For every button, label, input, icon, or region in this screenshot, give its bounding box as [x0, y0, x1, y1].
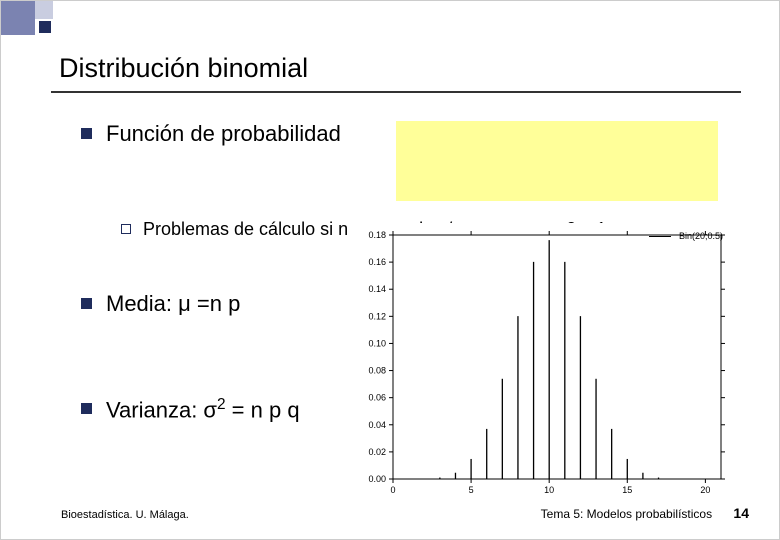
- svg-text:0.18: 0.18: [368, 230, 386, 240]
- svg-text:0.00: 0.00: [368, 474, 386, 484]
- svg-text:0.04: 0.04: [368, 420, 386, 430]
- varianza-pre: Varianza: σ: [106, 397, 217, 422]
- svg-text:5: 5: [469, 485, 474, 495]
- varianza-sup: 2: [217, 396, 226, 413]
- bullet-varianza: Varianza: σ2 = n p q: [81, 396, 300, 423]
- svg-text:10: 10: [544, 485, 554, 495]
- svg-text:0.10: 0.10: [368, 338, 386, 348]
- footer-right: Tema 5: Modelos probabilísticos 14: [541, 505, 749, 521]
- bullet-square-icon: [81, 128, 92, 139]
- svg-text:0: 0: [390, 485, 395, 495]
- bullet-square-icon: [81, 298, 92, 309]
- binomial-chart: 0.00 0.02 0.04 0.06 0.08 0.10 0.12 0.14 0.16 0.18…: [351, 223, 731, 503]
- varianza-post: = n p q: [226, 397, 300, 422]
- footer-theme: Tema 5: Modelos probabilísticos: [541, 507, 712, 521]
- svg-text:0.16: 0.16: [368, 257, 386, 267]
- formula-placeholder: [396, 121, 718, 201]
- chart-legend-line: [649, 236, 671, 237]
- slide-title: Distribución binomial: [59, 53, 308, 84]
- svg-text:0.06: 0.06: [368, 393, 386, 403]
- deco-box: [1, 1, 35, 35]
- bullet-text: Media: μ =n p: [106, 291, 240, 317]
- svg-text:0.14: 0.14: [368, 284, 386, 294]
- deco-box: [35, 1, 53, 19]
- svg-text:0.08: 0.08: [368, 366, 386, 376]
- chart-legend: Bin(20;0.5): [679, 231, 723, 241]
- bullet-funcion-prob: Función de probabilidad: [81, 121, 341, 147]
- deco-box: [39, 21, 51, 33]
- chart-svg: 0.00 0.02 0.04 0.06 0.08 0.10 0.12 0.14 0.16 0.18…: [351, 223, 731, 503]
- svg-text:15: 15: [622, 485, 632, 495]
- page-number: 14: [733, 505, 749, 521]
- footer-left: Bioestadística. U. Málaga.: [61, 509, 189, 521]
- bullet-square-icon: [81, 403, 92, 414]
- svg-text:20: 20: [700, 485, 710, 495]
- svg-text:0.12: 0.12: [368, 311, 386, 321]
- bullet-media: Media: μ =n p: [81, 291, 240, 317]
- slide: Distribución binomial Función de probabi…: [0, 0, 780, 540]
- bullet-hollow-icon: [121, 224, 131, 234]
- title-underline: [51, 91, 741, 93]
- bullet-text: Varianza: σ2 = n p q: [106, 396, 300, 423]
- svg-text:0.02: 0.02: [368, 447, 386, 457]
- bullet-text: Función de probabilidad: [106, 121, 341, 147]
